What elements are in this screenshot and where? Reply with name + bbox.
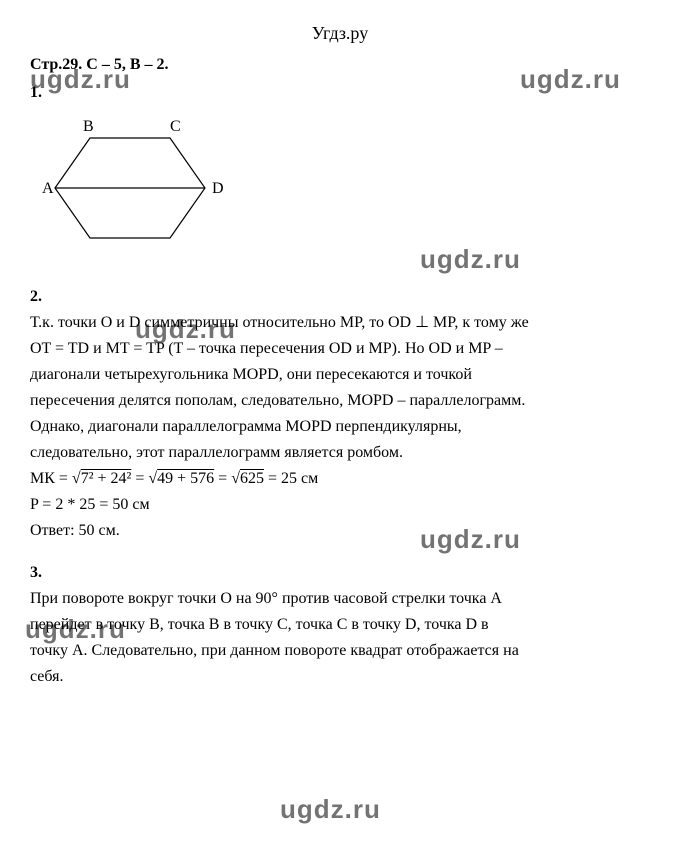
calc-eq1: = <box>131 470 148 487</box>
section2-line: Т.к. точки O и D симметричны относительн… <box>30 311 650 335</box>
vertex-label-a: A <box>42 180 54 197</box>
section2-line: OT = TD и MT = TP (T – точка пересечения… <box>30 337 650 361</box>
hexagon-svg: A B C D <box>30 113 250 263</box>
section3-line: точку A. Следовательно, при данном повор… <box>30 639 650 663</box>
page-reference: Стр.29. С – 5, В – 2. <box>30 53 650 77</box>
calc-eq2: = <box>214 470 231 487</box>
calc-rad3: 625 <box>240 470 264 487</box>
section2-line: пересечения делятся пополам, следователь… <box>30 389 650 413</box>
vertex-label-b: B <box>83 118 94 135</box>
section2-number: 2. <box>30 285 650 309</box>
section2-answer: Ответ: 50 см. <box>30 519 650 543</box>
calc-rad1: 7² + 24² <box>81 470 132 487</box>
section3-line: При повороте вокруг точки O на 90° проти… <box>30 587 650 611</box>
calc-rad2: 49 + 576 <box>157 470 214 487</box>
section3-number: 3. <box>30 561 650 585</box>
section3-line: себя. <box>30 665 650 689</box>
section1-number: 1. <box>30 81 650 105</box>
page-header: Угдз.ру <box>30 20 650 47</box>
section2-calc: МК = √7² + 24² = √49 + 576 = √625 = 25 с… <box>30 467 650 491</box>
section3-line: перейдет в точку B, точка B в точку C, т… <box>30 613 650 637</box>
section2-line: Однако, диагонали параллелограмма MOPD п… <box>30 415 650 439</box>
calc-suffix: = 25 см <box>264 470 318 487</box>
hexagon-figure: A B C D <box>30 113 650 271</box>
vertex-label-d: D <box>212 180 224 197</box>
vertex-label-c: C <box>170 118 181 135</box>
calc-prefix: МК = <box>30 470 72 487</box>
watermark: ugdz.ru <box>280 790 381 829</box>
section2-line: диагонали четырехугольника MOPD, они пер… <box>30 363 650 387</box>
section2-perimeter: P = 2 * 25 = 50 см <box>30 493 650 517</box>
section2-line: следовательно, этот параллелограмм являе… <box>30 441 650 465</box>
